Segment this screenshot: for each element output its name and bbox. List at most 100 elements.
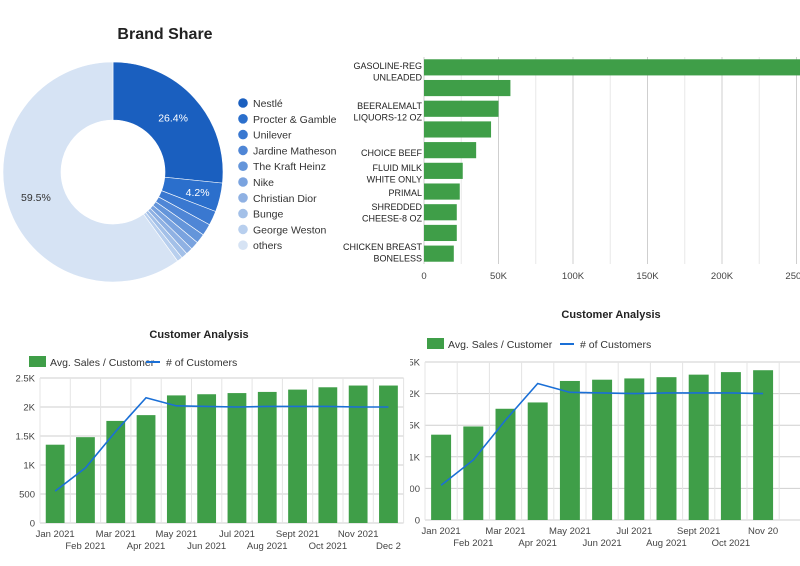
series-line	[440, 382, 764, 486]
x-tick-label: Jan 2021	[36, 529, 75, 540]
bar	[45, 444, 65, 523]
bar	[688, 374, 709, 520]
x-tick-label: Jun 2021	[583, 538, 622, 549]
legend-label: Avg. Sales / Customer	[50, 357, 155, 369]
legend-label: Jardine Matheson	[253, 145, 337, 157]
legend-label: Bunge	[253, 209, 284, 221]
x-tick-label: Oct 2021	[712, 538, 751, 549]
product-sales-panel: 0 50K 100K 150K 200K 250K GASOLINE-REG UNLEADED…	[340, 0, 800, 290]
legend-label: Christian Dior	[253, 193, 317, 205]
bar	[197, 394, 217, 523]
bar	[424, 100, 499, 117]
x-tick-label: Nov 2021	[338, 529, 379, 540]
y-tick-label: 1.5K	[410, 421, 421, 432]
bar	[348, 385, 368, 523]
bar	[624, 378, 645, 520]
legend-swatch	[238, 224, 248, 235]
customer-analysis-chart-2: Customer Analysis Avg. Sales / Customer # …	[410, 309, 800, 549]
legend-swatch-bar	[427, 338, 444, 349]
bar	[463, 426, 484, 520]
y-tick-label: 0	[30, 519, 35, 530]
x-tick-label: 250K	[785, 271, 800, 282]
pie-slice	[112, 61, 224, 184]
legend-swatch	[238, 129, 248, 140]
y-category-label-line: CHEESE-8 OZ	[362, 214, 423, 224]
legend-swatch-bar	[29, 356, 46, 367]
y-category-label-line: BONELESS	[373, 254, 422, 264]
pie-value-label: 4.2%	[186, 187, 210, 199]
x-tick-label: Feb 2021	[65, 541, 105, 552]
y-category-label: SHREDDED CHEESE-8 OZ	[362, 202, 423, 224]
x-tick-label: Sept 2021	[677, 526, 720, 537]
bar	[166, 395, 186, 523]
bar	[424, 245, 454, 262]
x-tick-label: May 2021	[549, 526, 591, 537]
bar	[424, 204, 457, 221]
y-tick-label: 2K	[23, 403, 35, 414]
x-tick-label: Mar 2021	[96, 529, 136, 540]
bar	[495, 408, 516, 520]
legend-label: Nike	[253, 177, 274, 189]
legend-label: Unilever	[253, 130, 292, 142]
legend-swatch	[238, 193, 248, 203]
y-category-label: CHICKEN BREAST BONELESS	[343, 242, 423, 264]
y-category-label-line: WHITE ONLY	[367, 175, 422, 185]
bar	[559, 380, 580, 520]
bar	[720, 372, 741, 520]
y-category-label: CHOICE BEEF	[361, 148, 423, 158]
x-tick-label: 50K	[490, 271, 508, 282]
legend-swatch	[238, 145, 248, 156]
y-tick-label: 1K	[410, 452, 421, 463]
bar	[318, 387, 338, 523]
x-tick-label: Feb 2021	[453, 538, 493, 549]
x-tick-label: Aug 2021	[646, 538, 687, 549]
bar	[424, 224, 457, 242]
y-tick-label: 0	[415, 516, 420, 527]
legend-label: # of Customers	[580, 339, 651, 351]
bar	[424, 121, 492, 138]
legend-label: Avg. Sales / Customer	[448, 339, 553, 351]
bar	[424, 183, 460, 200]
legend-label: others	[253, 240, 282, 252]
y-category-label-line: GASOLINE-REG	[353, 61, 422, 71]
bar	[656, 377, 677, 520]
pie-slice	[2, 61, 178, 283]
x-tick-label: Jan 2021	[422, 526, 461, 537]
y-category-label: PRIMAL	[388, 188, 422, 198]
product-sales-chart: 0 50K 100K 150K 200K 250K GASOLINE-REG UNLEADED…	[343, 57, 800, 282]
bar	[379, 385, 398, 523]
x-tick-label: Oct 2021	[309, 541, 348, 552]
bar	[106, 420, 126, 523]
y-tick-label: 2.5K	[410, 358, 421, 369]
bar	[136, 415, 156, 523]
bar	[288, 389, 307, 523]
legend-label: George Weston	[253, 224, 327, 236]
y-category-label-line: CHOICE BEEF	[361, 148, 423, 158]
pie-value-label: 26.4%	[158, 113, 188, 125]
legend-label: Procter & Gamble	[253, 114, 337, 126]
x-tick-label: Jul 2021	[219, 529, 255, 540]
x-tick-label: 150K	[636, 271, 659, 282]
bar	[753, 370, 774, 520]
x-tick-label: Apr 2021	[518, 538, 557, 549]
bar	[592, 379, 613, 520]
bar	[257, 391, 277, 523]
x-tick-label: Aug 2021	[247, 541, 288, 552]
bar	[527, 402, 548, 520]
y-tick-label: 1.5K	[15, 432, 35, 443]
bar	[424, 142, 477, 159]
bar	[431, 434, 452, 520]
x-tick-label: Apr 2021	[127, 541, 166, 552]
y-tick-label: 500	[410, 484, 420, 495]
series-line	[54, 396, 389, 492]
bar	[424, 79, 511, 97]
legend-label: The Kraft Heinz	[253, 161, 326, 173]
chart-title: Customer Analysis	[149, 329, 248, 341]
brand-share-panel: Brand Share 26.4% 4.2% 59.5% Nestlé Procter &…	[0, 0, 340, 290]
chart-title: Brand Share	[117, 26, 212, 43]
bar	[76, 437, 95, 523]
customer-analysis-panel-1: Customer Analysis Avg. Sales / Customer # …	[0, 318, 410, 566]
y-category-label-line: UNLEADED	[373, 73, 423, 83]
y-tick-label: 2K	[410, 389, 421, 400]
x-tick-label: Dec 2	[376, 541, 401, 552]
